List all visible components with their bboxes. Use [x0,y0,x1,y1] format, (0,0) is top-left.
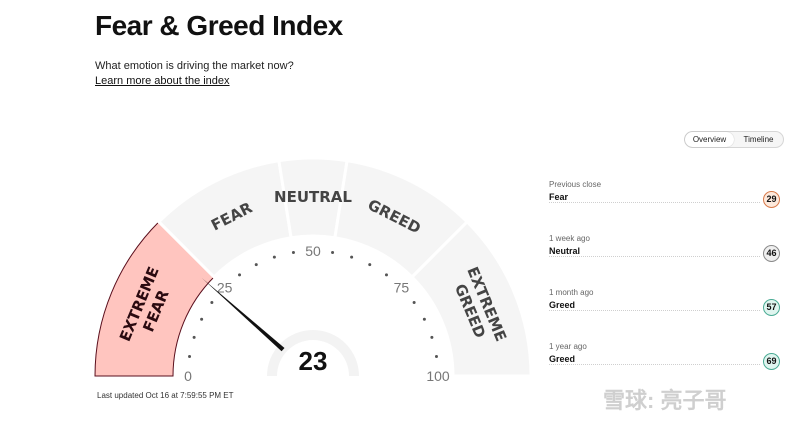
gauge-tick-dot [200,317,204,321]
gauge-segment-extreme-greed [409,219,533,378]
gauge-tick-label: 100 [426,368,450,384]
history-score-badge: 29 [763,191,780,208]
gauge-tick-dot [350,255,354,259]
history-divider [549,310,760,311]
history-score-badge: 46 [763,245,780,262]
history-period-label: 1 week ago [549,234,590,243]
gauge-tick-dot [188,354,192,358]
history-sentiment: Fear [549,192,569,202]
history-divider [549,202,760,203]
tab-timeline[interactable]: Timeline [743,135,774,144]
gauge-tick-label: 0 [184,368,192,384]
gauge-tick-dot [254,263,258,267]
history-period-label: 1 year ago [549,342,587,351]
history-row: 1 month ago Greed 57 [549,288,782,318]
gauge-tick-dot [368,263,372,267]
gauge-tick-dot [384,273,388,277]
history-score-badge: 69 [763,353,780,370]
history-divider [549,364,760,365]
learn-more-link[interactable]: Learn more about the index [95,75,230,87]
gauge-tick-dot [430,335,434,339]
gauge-tick-dot [434,354,438,358]
gauge-tick-label: 75 [394,280,410,296]
watermark-text: 雪球: 亮子哥 [603,388,727,413]
gauge-segment-label: NEUTRAL [274,188,352,206]
gauge-tick-dot [210,301,214,305]
gauge-value: 23 [299,346,328,376]
tab-overview[interactable]: Overview [685,132,734,147]
history-row: 1 year ago Greed 69 [549,342,782,372]
gauge-tick-dot [422,317,426,321]
history-sentiment: Greed [549,354,576,364]
gauge-tick-dot [272,255,276,259]
gauge-needle [201,278,285,352]
history-sentiment: Neutral [549,246,581,256]
history-row: Previous close Fear 29 [549,180,782,210]
history-period-label: 1 month ago [549,288,594,297]
gauge-tick-dot [331,251,335,255]
gauge-tick-dot [238,273,242,277]
page-subtitle: What emotion is driving the market now? [95,60,294,72]
history-divider [549,256,760,257]
gauge-tick-dot [291,251,295,255]
gauge-tick-dot [192,335,196,339]
history-score-badge: 57 [763,299,780,316]
history-period-label: Previous close [549,180,602,189]
gauge-tick-dot [412,301,416,305]
gauge-hub [277,340,349,376]
gauge-tick-label: 25 [217,280,233,296]
gauge-tick-label: 50 [305,243,321,259]
page-title: Fear & Greed Index [95,10,343,41]
history-row: 1 week ago Neutral 46 [549,234,782,264]
history-sentiment: Greed [549,300,576,310]
view-toggle: Overview Timeline [684,131,784,148]
last-updated-text: Last updated Oct 16 at 7:59:55 PM ET [97,391,234,400]
